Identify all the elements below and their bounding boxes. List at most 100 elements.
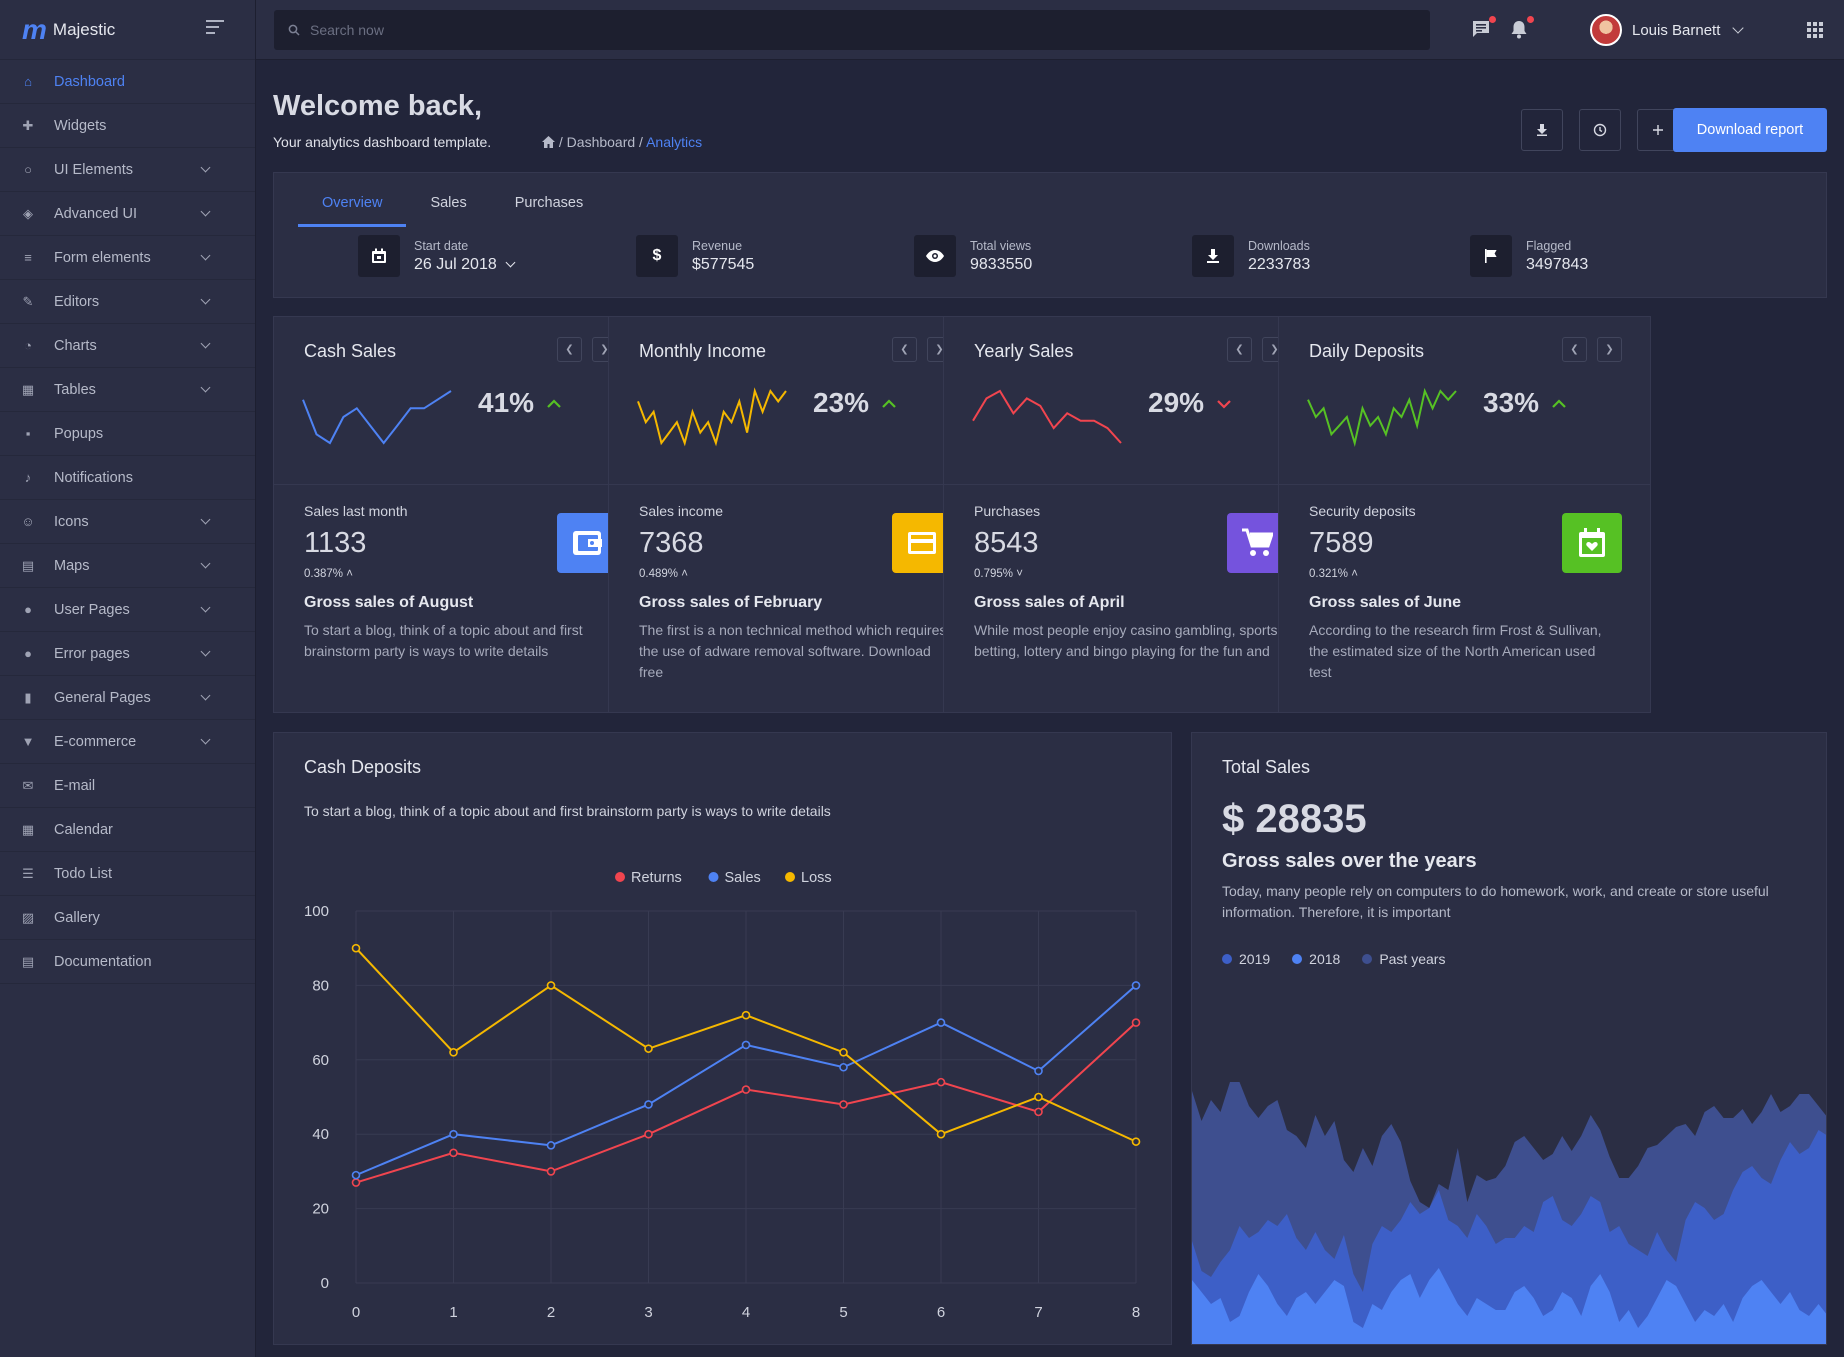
sidebar-item-widgets[interactable]: ✚ Widgets — [0, 104, 255, 148]
sidebar-item-label: UI Elements — [54, 161, 133, 178]
sidebar-item-icons[interactable]: ☺ Icons — [0, 500, 255, 544]
tab-overview[interactable]: Overview — [298, 185, 407, 227]
sidebar-item-e-commerce[interactable]: ▼ E-commerce — [0, 720, 255, 764]
x-tick-label: 6 — [937, 1304, 945, 1321]
legend-swatch — [615, 872, 625, 882]
download-report-button[interactable]: Download report — [1673, 108, 1827, 152]
sidebar-item-e-mail[interactable]: ✉ E-mail — [0, 764, 255, 808]
chevron-down-icon — [200, 602, 211, 613]
data-point-returns — [546, 1167, 556, 1176]
metric-value: 7589 — [1309, 527, 1374, 559]
chevron-left-icon[interactable]: ❮ — [1562, 337, 1587, 362]
card-description: According to the research firm Frost & S… — [1309, 622, 1602, 680]
chevron-down-icon[interactable] — [505, 257, 516, 267]
x-tick-label: 7 — [1034, 1304, 1042, 1321]
sidebar-item-label: Documentation — [54, 953, 152, 970]
sidebar-item-todo-list[interactable]: ☰ Todo List — [0, 852, 255, 896]
sidebar-item-tables[interactable]: ▦ Tables — [0, 368, 255, 412]
notifications-button[interactable] — [1508, 16, 1534, 42]
apps-grid-icon[interactable] — [1807, 22, 1823, 38]
stat-label: Total views — [970, 238, 1032, 253]
chevron-down-icon — [200, 338, 211, 349]
breadcrumb-current: Analytics — [646, 134, 703, 150]
pie-chart-icon: ◔ — [24, 338, 32, 353]
flag-icon — [1470, 235, 1512, 277]
eye-icon — [914, 235, 956, 277]
data-point-loss — [449, 1048, 458, 1057]
cash-deposits-card: Cash Deposits To start a blog, think of … — [273, 732, 1172, 1345]
data-point-sales — [839, 1062, 848, 1072]
search-bar[interactable] — [274, 10, 1430, 50]
stat-start-date[interactable]: Start date 26 Jul 2018 — [358, 235, 516, 277]
metric-change: 0.489% ˄ — [639, 568, 950, 580]
chevron-left-icon[interactable]: ❮ — [892, 337, 917, 362]
sidebar-item-label: Maps — [54, 557, 90, 574]
data-point-sales — [644, 1100, 653, 1109]
sidebar-item-advanced-ui[interactable]: ◈ Advanced UI — [0, 192, 255, 236]
chevron-left-icon[interactable]: ❮ — [557, 337, 582, 362]
search-input[interactable] — [310, 22, 1210, 38]
percent-value: 33% — [1483, 387, 1540, 418]
legend-swatch — [708, 872, 719, 882]
percent-value: 41% — [478, 387, 535, 418]
tab-sales[interactable]: Sales — [430, 195, 467, 211]
sidebar-item-general-pages[interactable]: ▮ General Pages — [0, 676, 255, 720]
add-button[interactable] — [1637, 109, 1679, 151]
data-point-loss — [644, 1044, 653, 1053]
x-tick-label: 3 — [644, 1304, 652, 1321]
sidebar-item-label: Charts — [54, 337, 97, 354]
calendar-icon: ▦ — [21, 821, 35, 837]
sidebar-item-charts[interactable]: ◔ Charts — [0, 324, 255, 368]
menu-icon[interactable] — [206, 20, 228, 38]
data-point-returns — [1131, 1018, 1141, 1027]
metric-label: Purchases — [974, 503, 1041, 519]
tab-purchases[interactable]: Purchases — [514, 195, 584, 211]
plus-icon — [1653, 125, 1663, 135]
sidebar-item-popups[interactable]: ▪ Popups — [0, 412, 255, 456]
sidebar-item-user-pages[interactable]: ● User Pages — [0, 588, 255, 632]
sidebar-item-calendar[interactable]: ▦ Calendar — [0, 808, 255, 852]
data-point-returns — [644, 1129, 653, 1139]
stat-value: 26 Jul 2018 — [414, 256, 516, 274]
legend-item[interactable]: 2019 — [1222, 951, 1270, 967]
sidebar-item-maps[interactable]: ▤ Maps — [0, 544, 255, 588]
sidebar-item-label: Icons — [54, 513, 89, 530]
sidebar-item-error-pages[interactable]: ● Error pages — [0, 632, 255, 676]
y-tick-label: 60 — [312, 1052, 329, 1069]
messages-button[interactable] — [1470, 16, 1496, 42]
chevron-right-icon[interactable]: ❯ — [1597, 337, 1622, 362]
download-button[interactable] — [1521, 109, 1563, 151]
sidebar-item-dashboard[interactable]: ⌂ Dashboard — [0, 60, 255, 104]
chevron-down-icon — [200, 294, 211, 305]
data-point-sales — [1131, 981, 1141, 990]
legend-item[interactable]: 2018 — [1292, 951, 1340, 967]
sidebar-item-form-elements[interactable]: ≡ Form elements — [0, 236, 255, 280]
card-description: The first is a non technical method whic… — [639, 622, 947, 680]
sidebar-item-documentation[interactable]: ▤ Documentation — [0, 940, 255, 984]
sidebar-item-gallery[interactable]: ▨ Gallery — [0, 896, 255, 940]
sidebar-item-ui-elements[interactable]: ○ UI Elements — [0, 148, 255, 192]
user-menu[interactable]: Louis Barnett — [1590, 14, 1745, 46]
card-nav: ❮ ❯ — [1562, 337, 1622, 362]
brand[interactable]: m Majestic — [0, 0, 255, 60]
legend-item[interactable]: Past years — [1362, 951, 1445, 967]
sidebar-item-editors[interactable]: ✎ Editors — [0, 280, 255, 324]
sidebar-item-label: Error pages — [54, 645, 130, 662]
area-series-2018 — [1192, 1268, 1826, 1344]
breadcrumb-item[interactable]: Dashboard — [566, 134, 636, 150]
notifications-badge — [1527, 16, 1534, 23]
sparkline — [1307, 387, 1457, 447]
chevron-left-icon[interactable]: ❮ — [1227, 337, 1252, 362]
sidebar: m Majestic ⌂ Dashboard ✚ Widgets ○ UI Element… — [0, 0, 256, 1357]
history-button[interactable] — [1579, 109, 1621, 151]
sidebar-item-label: Advanced UI — [54, 205, 138, 222]
data-point-returns — [741, 1085, 751, 1094]
sidebar-item-notifications[interactable]: ♪ Notifications — [0, 456, 255, 500]
x-tick-label: 0 — [352, 1304, 360, 1321]
circle-icon: ○ — [24, 162, 32, 177]
table-icon: ▦ — [21, 381, 35, 397]
home-icon[interactable] — [542, 136, 555, 148]
percent-value: 29% — [1148, 387, 1205, 418]
card-title: Cash Sales — [304, 341, 397, 361]
mail-icon: ✉ — [22, 777, 34, 793]
